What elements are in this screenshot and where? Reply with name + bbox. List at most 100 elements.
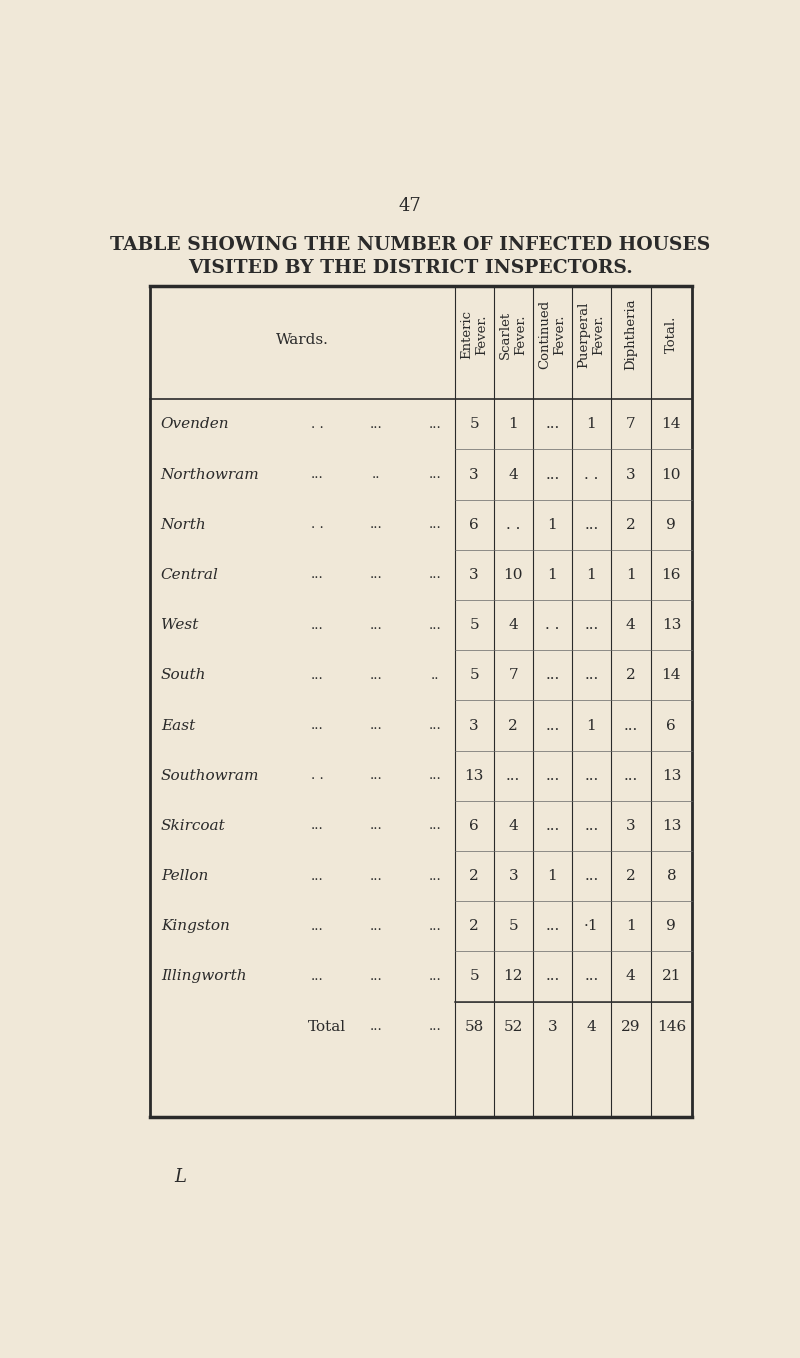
Text: ...: ...	[429, 769, 441, 782]
Text: 3: 3	[470, 568, 479, 583]
Text: ...: ...	[545, 668, 559, 682]
Text: 1: 1	[626, 919, 635, 933]
Text: ...: ...	[310, 619, 323, 631]
Text: 21: 21	[662, 970, 681, 983]
Text: 13: 13	[662, 618, 681, 631]
Text: 6: 6	[470, 819, 479, 832]
Text: VISITED BY THE DISTRICT INSPECTORS.: VISITED BY THE DISTRICT INSPECTORS.	[188, 259, 632, 277]
Text: ...: ...	[310, 970, 323, 983]
Text: ...: ...	[370, 718, 382, 732]
Text: 9: 9	[666, 919, 676, 933]
Text: ..: ..	[430, 669, 439, 682]
Text: 4: 4	[626, 970, 635, 983]
Text: 10: 10	[503, 568, 523, 583]
Text: 1: 1	[547, 869, 557, 883]
Text: North: North	[161, 517, 206, 532]
Text: ...: ...	[370, 569, 382, 581]
Text: 1: 1	[508, 417, 518, 432]
Text: . .: . .	[584, 467, 598, 482]
Text: ...: ...	[429, 919, 441, 933]
Text: ...: ...	[545, 417, 559, 432]
Text: 1: 1	[586, 568, 596, 583]
Text: ...: ...	[310, 718, 323, 732]
Text: ...: ...	[370, 919, 382, 933]
Text: 12: 12	[503, 970, 523, 983]
Text: ..: ..	[372, 469, 380, 481]
Text: Wards.: Wards.	[276, 333, 329, 346]
Text: ...: ...	[370, 869, 382, 883]
Text: ...: ...	[545, 467, 559, 482]
Text: West: West	[161, 618, 198, 631]
Text: Illingworth: Illingworth	[161, 970, 246, 983]
Text: South: South	[161, 668, 206, 682]
Text: Scarlet
Fever.: Scarlet Fever.	[499, 311, 527, 359]
Text: 1: 1	[586, 718, 596, 732]
Text: ...: ...	[370, 519, 382, 531]
Text: ...: ...	[429, 519, 441, 531]
Text: 8: 8	[666, 869, 676, 883]
Text: Central: Central	[161, 568, 218, 583]
Text: ...: ...	[545, 718, 559, 732]
Text: 3: 3	[470, 467, 479, 482]
Text: 5: 5	[470, 970, 479, 983]
Text: 13: 13	[465, 769, 484, 782]
Text: 1: 1	[547, 517, 557, 532]
Text: 16: 16	[662, 568, 681, 583]
Text: 6: 6	[666, 718, 676, 732]
Text: 10: 10	[662, 467, 681, 482]
Text: 7: 7	[626, 417, 635, 432]
Text: ...: ...	[370, 1020, 382, 1033]
Text: ...: ...	[310, 469, 323, 481]
Text: Diphtheria: Diphtheria	[624, 299, 638, 371]
Text: ...: ...	[584, 819, 598, 832]
Text: 1: 1	[547, 568, 557, 583]
Text: ...: ...	[429, 1020, 441, 1033]
Text: ...: ...	[506, 769, 520, 782]
Text: Ovenden: Ovenden	[161, 417, 230, 432]
Text: 2: 2	[508, 718, 518, 732]
Text: 4: 4	[508, 467, 518, 482]
Text: 14: 14	[662, 417, 681, 432]
Text: 3: 3	[547, 1020, 557, 1033]
Text: East: East	[161, 718, 195, 732]
Text: ...: ...	[370, 970, 382, 983]
Text: ...: ...	[370, 619, 382, 631]
Text: 1: 1	[626, 568, 635, 583]
Text: ...: ...	[370, 669, 382, 682]
Text: ...: ...	[584, 970, 598, 983]
Text: 2: 2	[626, 668, 635, 682]
Text: ...: ...	[310, 919, 323, 933]
Text: ...: ...	[310, 569, 323, 581]
Text: ...: ...	[370, 769, 382, 782]
Text: 6: 6	[470, 517, 479, 532]
Text: 2: 2	[470, 869, 479, 883]
Text: . .: . .	[310, 769, 323, 782]
Text: 4: 4	[508, 819, 518, 832]
Text: ...: ...	[429, 869, 441, 883]
Text: Total.: Total.	[665, 316, 678, 353]
Text: 9: 9	[666, 517, 676, 532]
Text: 3: 3	[470, 718, 479, 732]
Text: ...: ...	[429, 469, 441, 481]
Text: Kingston: Kingston	[161, 919, 230, 933]
Text: ...: ...	[310, 869, 323, 883]
Text: Northowram: Northowram	[161, 467, 259, 482]
Text: 29: 29	[621, 1020, 641, 1033]
Text: 3: 3	[626, 467, 635, 482]
Text: ...: ...	[584, 618, 598, 631]
Text: ...: ...	[545, 970, 559, 983]
Text: 52: 52	[503, 1020, 523, 1033]
Text: ...: ...	[584, 869, 598, 883]
Text: 5: 5	[509, 919, 518, 933]
Text: ...: ...	[429, 970, 441, 983]
Text: 4: 4	[626, 618, 635, 631]
Text: TABLE SHOWING THE NUMBER OF INFECTED HOUSES: TABLE SHOWING THE NUMBER OF INFECTED HOU…	[110, 236, 710, 254]
Text: 3: 3	[626, 819, 635, 832]
Text: Southowram: Southowram	[161, 769, 259, 782]
Text: ...: ...	[370, 819, 382, 832]
Text: ...: ...	[584, 668, 598, 682]
Text: 2: 2	[470, 919, 479, 933]
Text: ...: ...	[545, 819, 559, 832]
Text: ...: ...	[584, 517, 598, 532]
Text: 146: 146	[657, 1020, 686, 1033]
